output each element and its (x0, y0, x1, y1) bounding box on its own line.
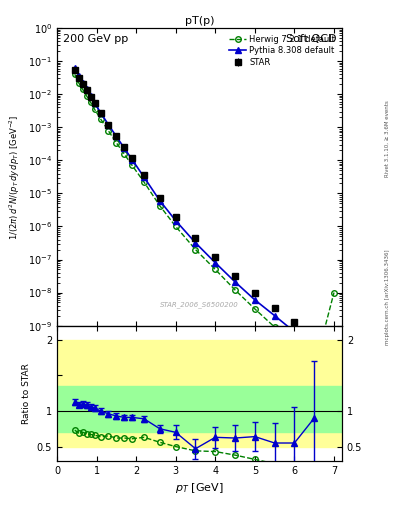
Pythia 8.308 default (292, 329, 297, 335)
Pythia 8.308 default (98, 110, 103, 116)
Text: Soft QCD: Soft QCD (286, 34, 336, 44)
Pythia 8.308 default (114, 133, 119, 139)
Text: Rivet 3.1.10, ≥ 3.6M events: Rivet 3.1.10, ≥ 3.6M events (385, 100, 390, 177)
X-axis label: $p_T$ [GeV]: $p_T$ [GeV] (175, 481, 224, 495)
Text: mcplots.cern.ch [arXiv:1306.3436]: mcplots.cern.ch [arXiv:1306.3436] (385, 249, 390, 345)
Herwig 7.2.1 default (76, 80, 81, 86)
Pythia 8.308 default (312, 346, 317, 352)
Pythia 8.308 default (88, 93, 93, 99)
Herwig 7.2.1 default (312, 366, 317, 372)
Herwig 7.2.1 default (130, 162, 134, 168)
Herwig 7.2.1 default (213, 266, 218, 272)
Herwig 7.2.1 default (292, 343, 297, 349)
Herwig 7.2.1 default (114, 140, 119, 146)
Herwig 7.2.1 default (98, 116, 103, 122)
Pythia 8.308 default (80, 80, 85, 86)
Herwig 7.2.1 default (122, 151, 127, 157)
Pythia 8.308 default (72, 65, 77, 71)
Pythia 8.308 default (252, 297, 257, 303)
Herwig 7.2.1 default (88, 99, 93, 105)
Pythia 8.308 default (233, 279, 237, 285)
Herwig 7.2.1 default (84, 93, 89, 99)
Pythia 8.308 default (193, 240, 198, 246)
Herwig 7.2.1 default (193, 246, 198, 252)
Pythia 8.308 default (142, 174, 147, 180)
Y-axis label: $1/(2\pi)\,d^2N/(p_T\,dy\,dp_T)$ [GeV$^{-2}$]: $1/(2\pi)\,d^2N/(p_T\,dy\,dp_T)$ [GeV$^{… (8, 114, 22, 240)
Herwig 7.2.1 default (142, 179, 147, 185)
Herwig 7.2.1 default (173, 223, 178, 229)
Pythia 8.308 default (106, 122, 111, 128)
Pythia 8.308 default (84, 87, 89, 93)
Pythia 8.308 default (158, 198, 162, 204)
Herwig 7.2.1 default (272, 324, 277, 330)
Herwig 7.2.1 default (72, 71, 77, 77)
Herwig 7.2.1 default (252, 306, 257, 312)
Herwig 7.2.1 default (80, 87, 85, 93)
Herwig 7.2.1 default (158, 203, 162, 209)
Pythia 8.308 default (173, 218, 178, 224)
Pythia 8.308 default (272, 313, 277, 319)
Herwig 7.2.1 default (92, 106, 97, 113)
Pythia 8.308 default (76, 73, 81, 79)
Pythia 8.308 default (92, 100, 97, 106)
Text: 200 GeV pp: 200 GeV pp (63, 34, 128, 44)
Text: STAR_2006_S6500200: STAR_2006_S6500200 (160, 301, 239, 308)
Herwig 7.2.1 default (233, 287, 237, 293)
Pythia 8.308 default (122, 145, 127, 151)
Y-axis label: Ratio to STAR: Ratio to STAR (22, 363, 31, 423)
Pythia 8.308 default (213, 260, 218, 266)
Pythia 8.308 default (130, 157, 134, 163)
Title: pT(p): pT(p) (185, 16, 214, 26)
Line: Herwig 7.2.1 default: Herwig 7.2.1 default (72, 72, 337, 371)
Herwig 7.2.1 default (106, 128, 111, 134)
Line: Pythia 8.308 default: Pythia 8.308 default (72, 66, 317, 351)
Herwig 7.2.1 default (332, 289, 336, 295)
Legend: Herwig 7.2.1 default, Pythia 8.308 default, STAR: Herwig 7.2.1 default, Pythia 8.308 defau… (227, 32, 338, 69)
